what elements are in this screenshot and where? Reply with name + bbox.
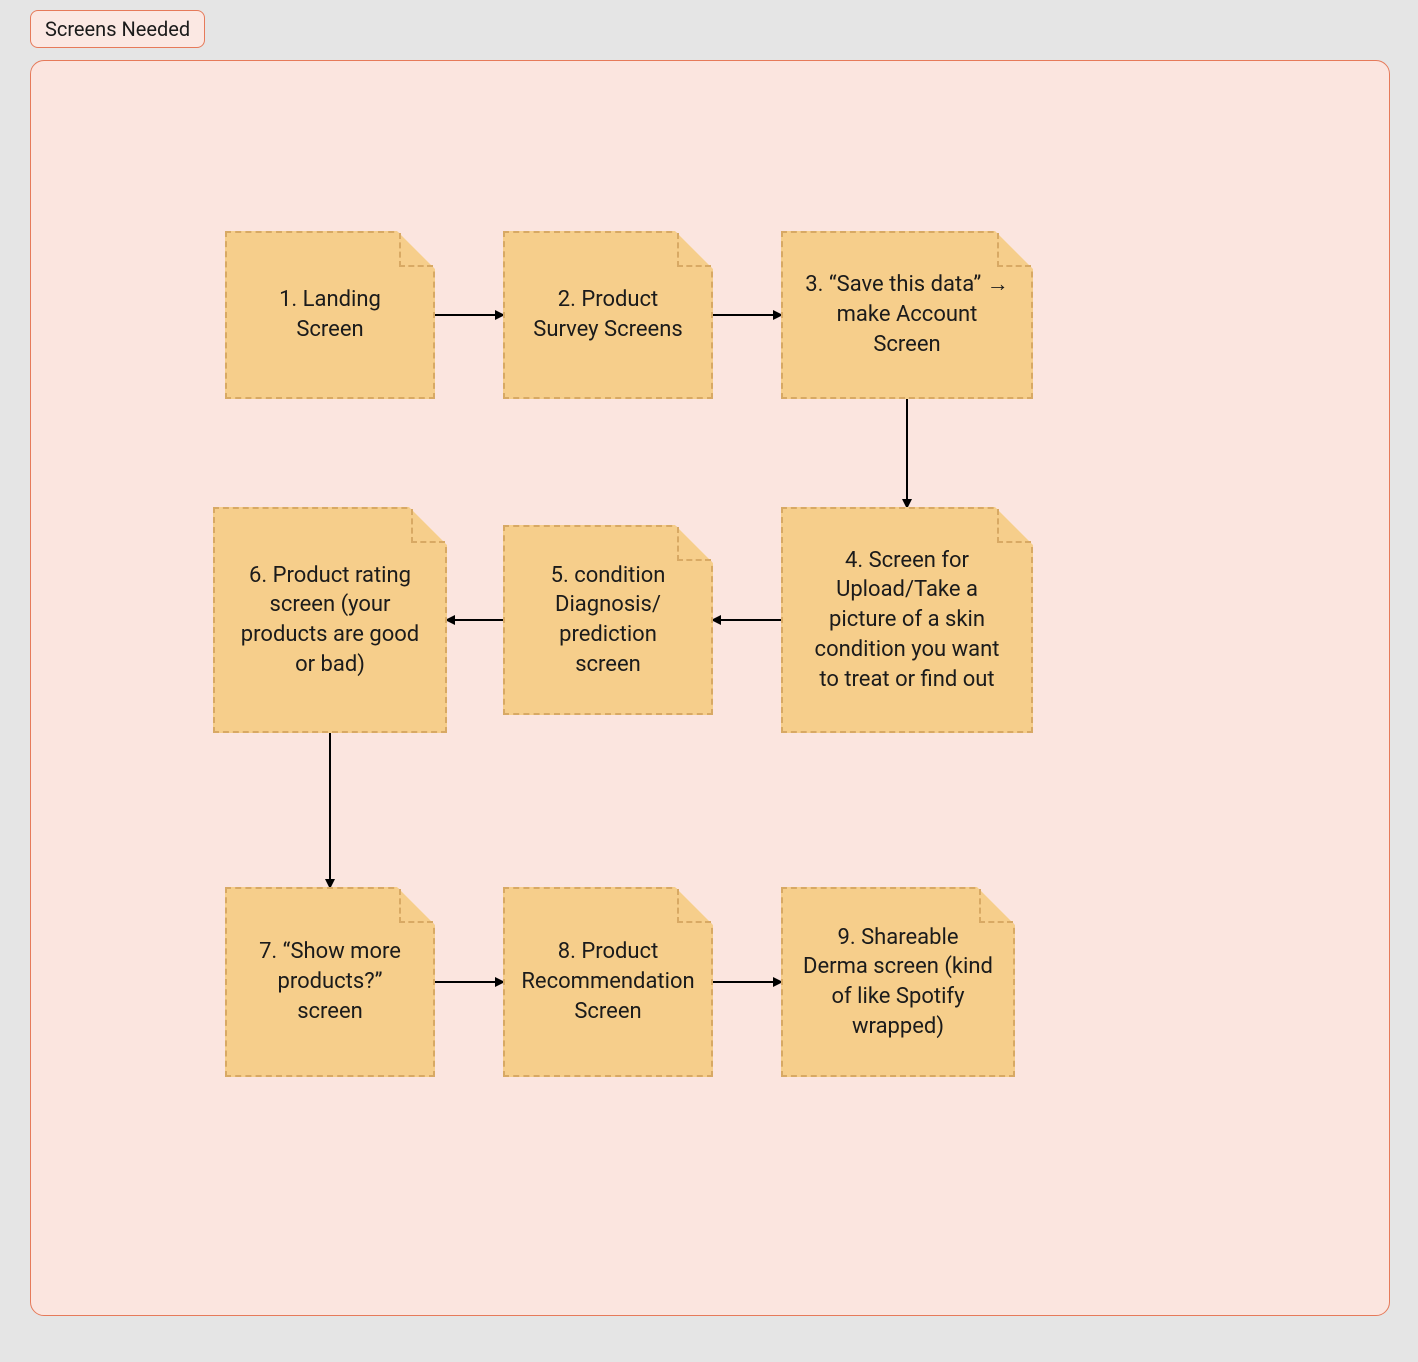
flow-node-n7: 7. “Show more products?” screen xyxy=(225,887,435,1077)
flow-node-n2: 2. Product Survey Screens xyxy=(503,231,713,399)
page-fold-icon xyxy=(673,889,711,927)
diagram-canvas: Screens Needed 1. Landing Screen 2. Produ… xyxy=(0,0,1418,1362)
page-fold-icon xyxy=(673,233,711,271)
diagram-title-tab: Screens Needed xyxy=(30,10,205,48)
flow-node-label: 6. Product rating screen (your products … xyxy=(235,561,425,680)
flow-node-n8: 8. Product Recommendation Screen xyxy=(503,887,713,1077)
flow-node-n4: 4. Screen for Upload/Take a picture of a… xyxy=(781,507,1033,733)
page-fold-icon xyxy=(673,527,711,565)
flow-node-n9: 9. Shareable Derma screen (kind of like … xyxy=(781,887,1015,1077)
flow-node-label: 5. condition Diagnosis/ prediction scree… xyxy=(525,561,691,680)
flow-node-label: 7. “Show more products?” screen xyxy=(247,937,413,1026)
diagram-title-text: Screens Needed xyxy=(45,17,190,41)
page-fold-icon xyxy=(993,233,1031,271)
flow-node-label: 1. Landing Screen xyxy=(247,285,413,344)
flow-node-n3: 3. “Save this data” → make Account Scree… xyxy=(781,231,1033,399)
flow-node-n1: 1. Landing Screen xyxy=(225,231,435,399)
page-fold-icon xyxy=(975,889,1013,927)
flow-node-n6: 6. Product rating screen (your products … xyxy=(213,507,447,733)
page-fold-icon xyxy=(395,889,433,927)
flow-node-label: 3. “Save this data” → make Account Scree… xyxy=(803,270,1011,359)
flow-node-n5: 5. condition Diagnosis/ prediction scree… xyxy=(503,525,713,715)
page-fold-icon xyxy=(993,509,1031,547)
flow-node-label: 4. Screen for Upload/Take a picture of a… xyxy=(803,546,1011,694)
flow-node-label: 2. Product Survey Screens xyxy=(525,285,691,344)
flow-node-label: 8. Product Recommendation Screen xyxy=(521,937,694,1026)
page-fold-icon xyxy=(407,509,445,547)
page-fold-icon xyxy=(395,233,433,271)
flow-node-label: 9. Shareable Derma screen (kind of like … xyxy=(803,923,993,1042)
